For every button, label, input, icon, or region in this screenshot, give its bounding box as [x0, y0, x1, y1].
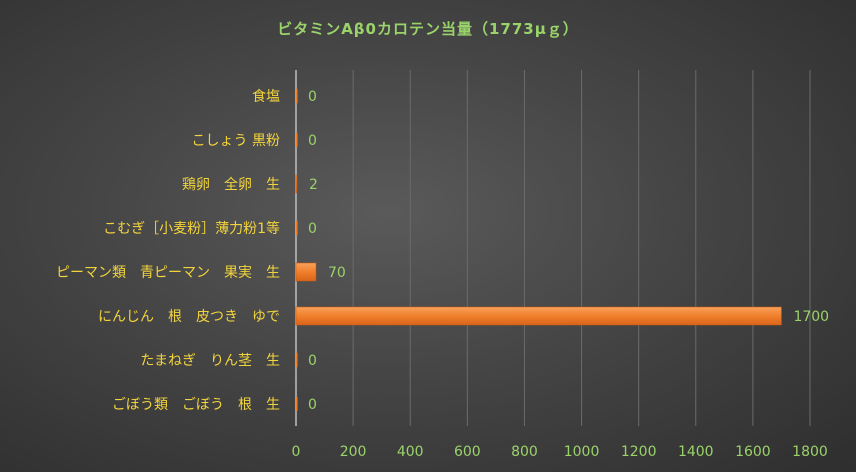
- bar-1: [296, 133, 298, 147]
- category-label: たまねぎ りん茎 生: [140, 353, 280, 369]
- bar-4: [295, 262, 317, 282]
- data-label: 1700: [793, 309, 829, 325]
- category-label: 食塩: [252, 88, 280, 105]
- category-label: ピーマン類 青ピーマン 果実 生: [56, 265, 280, 281]
- bar-2: [295, 174, 298, 194]
- gridlines: [295, 70, 811, 426]
- data-label: 2: [309, 177, 318, 193]
- x-tick-label: 0: [292, 444, 301, 460]
- x-tick-label: 600: [454, 444, 481, 460]
- x-tick-label: 1600: [735, 444, 771, 460]
- x-tick-label: 400: [397, 444, 424, 460]
- category-label: ごぼう類 ごぼう 根 生: [112, 397, 280, 413]
- bar-7: [296, 397, 298, 411]
- chart-title: ビタミンAβ0カロテン当量（1773μｇ）: [277, 20, 579, 38]
- category-label: こしょう 黒粉: [192, 133, 280, 149]
- bar-3: [296, 221, 298, 235]
- data-label: 0: [308, 221, 317, 237]
- x-tick-label: 1800: [792, 444, 828, 460]
- data-label: 0: [308, 89, 317, 105]
- category-label: こむぎ［小麦粉］薄力粉1等: [103, 220, 280, 237]
- category-label: にんじん 根 皮つき ゆで: [98, 309, 280, 325]
- x-tick-label: 1000: [564, 444, 600, 460]
- data-label: 0: [308, 133, 317, 149]
- bar-5: [295, 306, 782, 326]
- x-tick-label: 1200: [621, 444, 657, 460]
- bars: [295, 89, 782, 411]
- x-tick-label: 800: [511, 444, 538, 460]
- bar-6: [296, 353, 298, 367]
- data-label: 0: [308, 397, 317, 413]
- data-label: 70: [328, 265, 346, 281]
- data-label: 0: [308, 353, 317, 369]
- x-tick-label: 200: [340, 444, 367, 460]
- bar-0: [296, 89, 298, 103]
- category-label: 鶏卵 全卵 生: [182, 176, 280, 193]
- x-tick-label: 1400: [678, 444, 714, 460]
